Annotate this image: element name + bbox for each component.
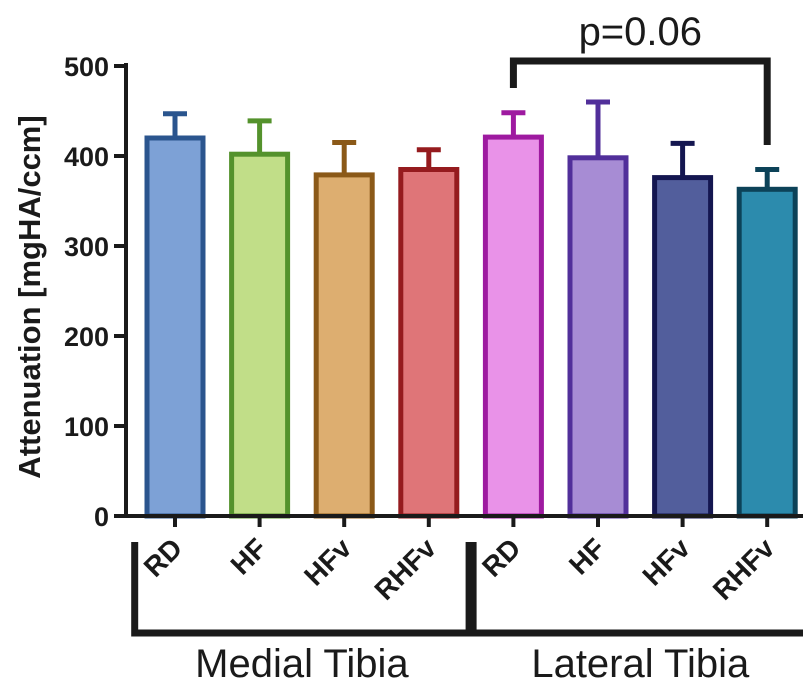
group-label: Lateral Tibia <box>531 642 750 681</box>
y-tick-label: 400 <box>64 142 109 172</box>
significance-bracket <box>509 57 771 145</box>
y-tick-label: 500 <box>64 52 109 82</box>
y-tick-label: 200 <box>64 322 109 352</box>
x-tick-label: HFv <box>298 532 358 592</box>
group-bracket <box>131 542 473 637</box>
bar <box>567 155 629 519</box>
y-tick-label: 300 <box>64 232 109 262</box>
y-axis-title: Attenuation [mgHA/ccm] <box>12 115 47 478</box>
bar <box>313 172 375 519</box>
bar <box>482 134 544 519</box>
y-tick-label: 100 <box>64 412 109 442</box>
x-tick-label: RHFv <box>368 532 442 606</box>
group-label: Medial Tibia <box>195 642 409 681</box>
x-tick-label: HF <box>225 532 273 580</box>
y-tick-label: 0 <box>94 502 109 532</box>
x-tick-label: HFv <box>637 532 697 592</box>
bar <box>736 186 798 519</box>
x-tick-label: RHFv <box>707 532 781 606</box>
significance-label: p=0.06 <box>579 10 702 54</box>
x-tick-label: HF <box>563 532 611 580</box>
group-bracket <box>469 542 803 637</box>
bar <box>652 175 714 519</box>
bar <box>398 167 460 519</box>
bar <box>144 135 206 519</box>
x-tick-label: RD <box>476 532 527 583</box>
x-tick-label: RD <box>138 532 189 583</box>
bar <box>229 151 291 519</box>
